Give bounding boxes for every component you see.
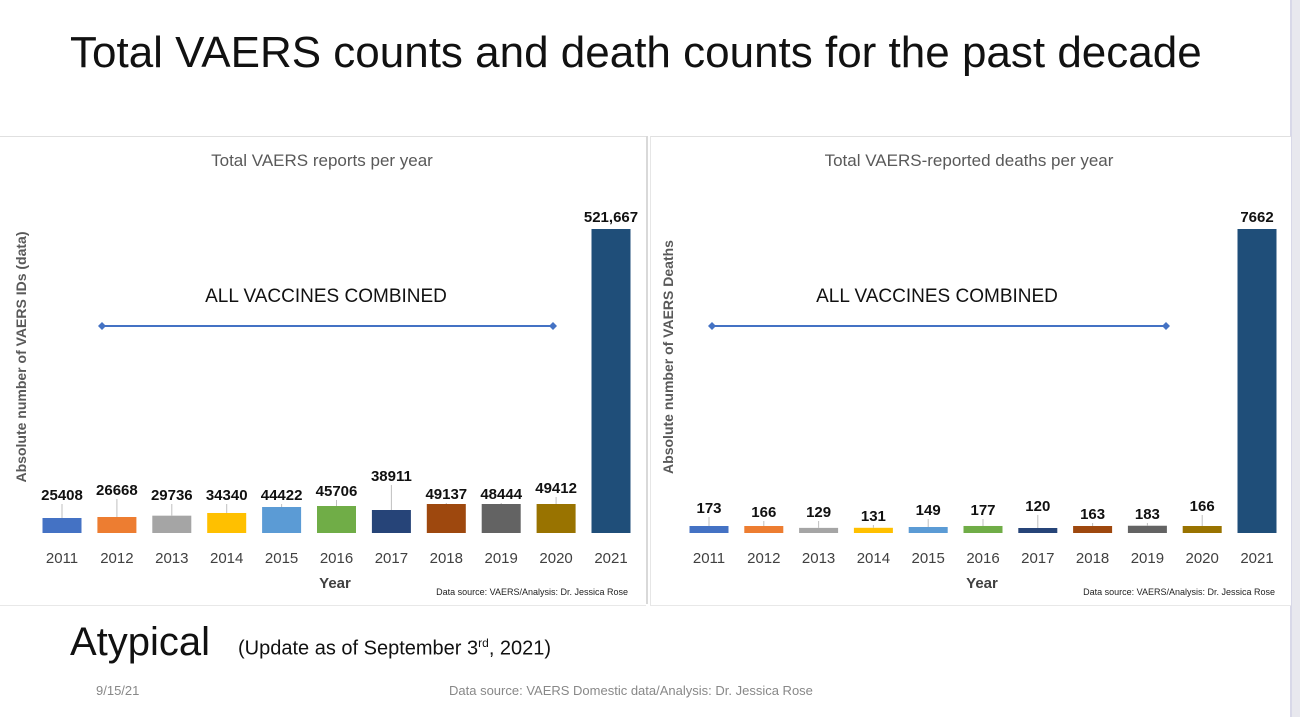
tick-label-2014: 2014 — [210, 550, 243, 567]
slide-source: Data source: VAERS Domestic data/Analysi… — [449, 683, 813, 698]
update-prefix: (Update as of September 3 — [238, 637, 479, 660]
chart-title: Total VAERS reports per year — [211, 151, 433, 170]
tick-label-2013: 2013 — [155, 550, 188, 567]
bar-2014 — [853, 527, 893, 533]
value-label-2013: 129 — [806, 504, 831, 521]
bar-2015 — [908, 527, 948, 533]
footer-update-note: (Update as of September 3rd, 2021) — [238, 636, 551, 661]
chart-panel-reports: Total VAERS reports per year Absolute num… — [0, 136, 646, 606]
bar-2015 — [262, 507, 302, 533]
bar-2013 — [799, 527, 839, 533]
y-axis-label: Absolute number of VAERS Deaths — [660, 240, 676, 474]
chart-source-note: Data source: VAERS/Analysis: Dr. Jessica… — [436, 587, 628, 597]
value-label-2011: 25408 — [41, 487, 83, 504]
bar-2019 — [481, 504, 521, 533]
value-label-2017: 38911 — [371, 468, 412, 485]
bar-2016 — [317, 506, 356, 533]
bar-2013 — [152, 515, 192, 533]
value-label-2012: 166 — [751, 504, 776, 521]
slide-date: 9/15/21 — [96, 683, 140, 698]
bar-2021 — [591, 229, 631, 533]
tick-label-2012: 2012 — [747, 550, 780, 567]
value-label-2012: 26668 — [96, 482, 138, 499]
bar-2018 — [1073, 526, 1113, 533]
value-label-2016: 45706 — [316, 483, 358, 500]
chart-reports: Total VAERS reports per year Absolute num… — [13, 151, 638, 597]
value-label-2016: 177 — [970, 502, 995, 519]
bar-2018 — [426, 504, 466, 533]
tick-label-2020: 2020 — [539, 550, 572, 567]
value-label-2017: 120 — [1025, 498, 1050, 515]
tick-label-2015: 2015 — [912, 550, 945, 567]
bar-2021 — [1237, 229, 1277, 533]
tick-label-2019: 2019 — [1131, 550, 1164, 567]
value-label-2015: 44422 — [261, 487, 303, 504]
slide-title: Total VAERS counts and death counts for … — [70, 28, 1202, 77]
update-sup: rd — [478, 636, 489, 650]
value-label-2014: 34340 — [206, 487, 248, 504]
tick-label-2015: 2015 — [265, 550, 298, 567]
chart-panel-deaths: Total VAERS-reported deaths per year Abso… — [650, 136, 1291, 606]
bar-2017 — [1018, 528, 1058, 533]
bar-2020 — [1182, 526, 1222, 533]
annotation-text: ALL VACCINES COMBINED — [816, 286, 1058, 307]
tick-label-2018: 2018 — [430, 550, 463, 567]
chart-source-note: Data source: VAERS/Analysis: Dr. Jessica… — [1083, 587, 1275, 597]
bar-2011 — [689, 526, 729, 533]
tick-label-2016: 2016 — [966, 550, 999, 567]
tick-label-2017: 2017 — [1021, 550, 1054, 567]
tick-label-2017: 2017 — [375, 550, 408, 567]
bar-2020 — [536, 504, 576, 533]
value-label-2019: 183 — [1135, 506, 1160, 523]
annotation-text: ALL VACCINES COMBINED — [205, 286, 447, 307]
bar-2014 — [207, 512, 247, 533]
tick-label-2021: 2021 — [594, 550, 627, 567]
bar-2016 — [963, 525, 1003, 533]
value-label-2018: 49137 — [425, 486, 467, 503]
tick-label-2019: 2019 — [485, 550, 518, 567]
bar-2017 — [371, 510, 411, 533]
value-label-2014: 131 — [861, 508, 886, 525]
value-label-2020: 166 — [1190, 498, 1215, 515]
annotation-arrow-start — [708, 322, 716, 330]
value-label-2021: 521,667 — [584, 209, 638, 226]
footer-heading: Atypical — [70, 620, 211, 664]
tick-label-2014: 2014 — [857, 550, 890, 567]
annotation-arrow-end — [1162, 322, 1170, 330]
value-label-2015: 149 — [916, 502, 941, 519]
value-label-2018: 163 — [1080, 506, 1105, 523]
chart-deaths: Total VAERS-reported deaths per year Abso… — [660, 151, 1277, 597]
y-axis-label: Absolute number of VAERS IDs (data) — [13, 232, 29, 483]
x-axis-label: Year — [319, 575, 351, 592]
bar-2012 — [97, 517, 137, 533]
bar-2012 — [744, 526, 784, 533]
value-label-2020: 49412 — [535, 480, 577, 497]
panel-divider — [646, 136, 648, 604]
value-label-2019: 48444 — [480, 486, 522, 503]
update-suffix: , 2021) — [488, 637, 552, 660]
bar-2011 — [42, 518, 82, 533]
annotation-arrow-end — [549, 322, 557, 330]
chart-title: Total VAERS-reported deaths per year — [825, 151, 1114, 170]
tick-label-2013: 2013 — [802, 550, 835, 567]
tick-label-2018: 2018 — [1076, 550, 1109, 567]
tick-label-2012: 2012 — [100, 550, 133, 567]
tick-label-2011: 2011 — [46, 550, 78, 567]
annotation-arrow-start — [98, 322, 106, 330]
value-label-2013: 29736 — [151, 487, 193, 504]
scrollbar-strip — [1292, 0, 1300, 717]
x-axis-label: Year — [966, 575, 998, 592]
value-label-2011: 173 — [696, 500, 721, 517]
value-label-2021: 7662 — [1240, 209, 1273, 226]
tick-label-2021: 2021 — [1240, 550, 1273, 567]
tick-label-2020: 2020 — [1186, 550, 1219, 567]
tick-label-2016: 2016 — [320, 550, 353, 567]
tick-label-2011: 2011 — [693, 550, 725, 567]
bar-2019 — [1127, 525, 1167, 533]
